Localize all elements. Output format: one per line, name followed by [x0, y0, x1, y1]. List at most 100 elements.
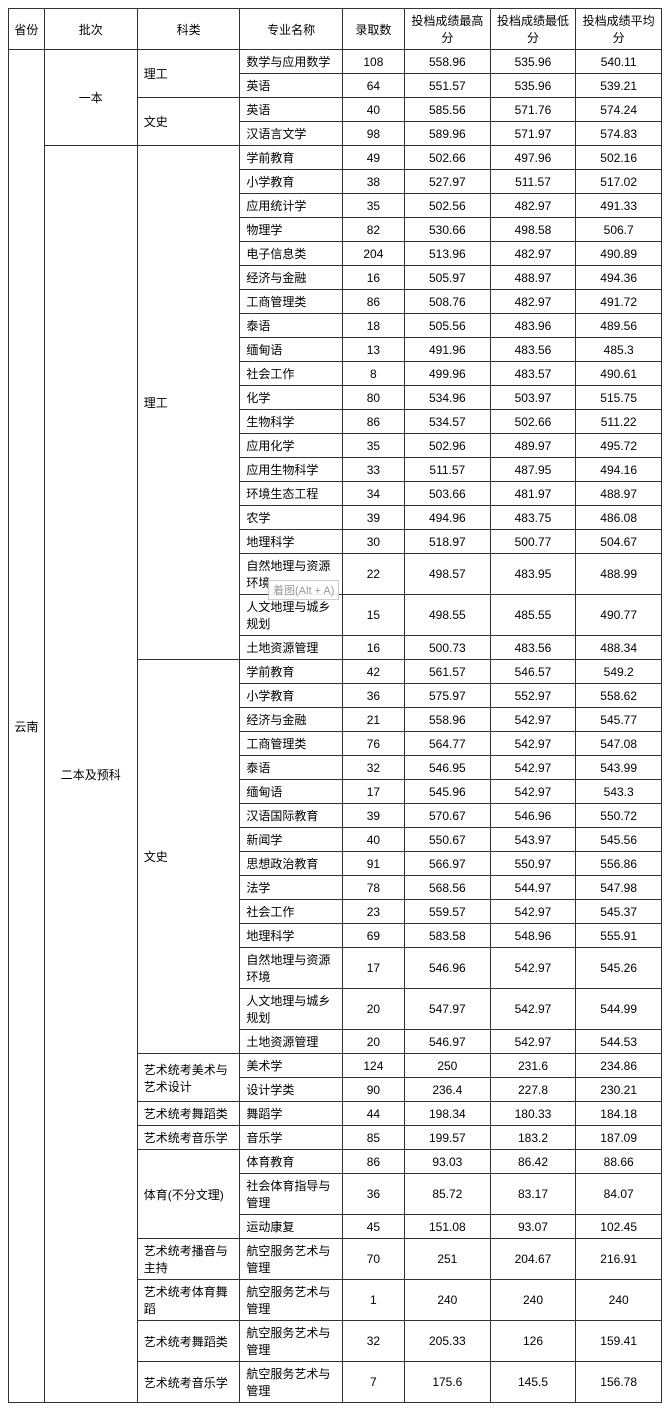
max-cell: 205.33 [405, 1321, 491, 1362]
min-cell: 502.66 [490, 410, 576, 434]
min-cell: 542.97 [490, 948, 576, 989]
major-cell: 社会工作 [240, 900, 342, 924]
major-cell: 应用生物科学 [240, 458, 342, 482]
major-cell: 土地资源管理 [240, 636, 342, 660]
max-cell: 508.76 [405, 290, 491, 314]
max-cell: 151.08 [405, 1215, 491, 1239]
major-cell: 工商管理类 [240, 290, 342, 314]
table-row: 云南一本理工数学与应用数学108558.96535.96540.11 [9, 50, 662, 74]
major-cell: 缅甸语 [240, 780, 342, 804]
major-cell: 新闻学 [240, 828, 342, 852]
avg-cell: 549.2 [576, 660, 662, 684]
major-cell: 土地资源管理 [240, 1030, 342, 1054]
count-cell: 34 [342, 482, 404, 506]
min-cell: 500.77 [490, 530, 576, 554]
avg-cell: 240 [576, 1280, 662, 1321]
max-cell: 546.95 [405, 756, 491, 780]
header-row: 省份 批次 科类 专业名称 录取数 投档成绩最高分 投档成绩最低分 投档成绩平均… [9, 9, 662, 50]
min-cell: 543.97 [490, 828, 576, 852]
max-cell: 494.96 [405, 506, 491, 530]
count-cell: 42 [342, 660, 404, 684]
count-cell: 13 [342, 338, 404, 362]
count-cell: 70 [342, 1239, 404, 1280]
avg-cell: 539.21 [576, 74, 662, 98]
count-cell: 22 [342, 554, 404, 595]
max-cell: 561.57 [405, 660, 491, 684]
min-cell: 550.97 [490, 852, 576, 876]
min-cell: 482.97 [490, 242, 576, 266]
count-cell: 204 [342, 242, 404, 266]
admissions-table-wrap: 省份 批次 科类 专业名称 录取数 投档成绩最高分 投档成绩最低分 投档成绩平均… [8, 8, 662, 1403]
max-cell: 251 [405, 1239, 491, 1280]
max-cell: 547.97 [405, 989, 491, 1030]
min-cell: 498.58 [490, 218, 576, 242]
min-cell: 571.97 [490, 122, 576, 146]
max-cell: 502.56 [405, 194, 491, 218]
avg-cell: 555.91 [576, 924, 662, 948]
major-cell: 航空服务艺术与管理 [240, 1362, 342, 1403]
count-cell: 91 [342, 852, 404, 876]
max-cell: 505.97 [405, 266, 491, 290]
avg-cell: 543.99 [576, 756, 662, 780]
major-cell: 设计学类 [240, 1078, 342, 1102]
avg-cell: 574.83 [576, 122, 662, 146]
avg-cell: 486.08 [576, 506, 662, 530]
min-cell: 180.33 [490, 1102, 576, 1126]
min-cell: 482.97 [490, 290, 576, 314]
major-cell: 泰语 [240, 756, 342, 780]
max-cell: 198.34 [405, 1102, 491, 1126]
major-cell: 电子信息类 [240, 242, 342, 266]
category-cell: 理工 [137, 50, 240, 98]
max-cell: 498.55 [405, 595, 491, 636]
avg-cell: 489.56 [576, 314, 662, 338]
header-count: 录取数 [342, 9, 404, 50]
avg-cell: 547.08 [576, 732, 662, 756]
max-cell: 551.57 [405, 74, 491, 98]
min-cell: 535.96 [490, 50, 576, 74]
avg-cell: 88.66 [576, 1150, 662, 1174]
min-cell: 542.97 [490, 756, 576, 780]
avg-cell: 502.16 [576, 146, 662, 170]
avg-cell: 491.33 [576, 194, 662, 218]
major-cell: 舞蹈学 [240, 1102, 342, 1126]
table-body: 云南一本理工数学与应用数学108558.96535.96540.11英语6455… [9, 50, 662, 1403]
header-avg: 投档成绩平均分 [576, 9, 662, 50]
min-cell: 571.76 [490, 98, 576, 122]
min-cell: 231.6 [490, 1054, 576, 1078]
min-cell: 487.95 [490, 458, 576, 482]
count-cell: 82 [342, 218, 404, 242]
major-cell: 运动康复 [240, 1215, 342, 1239]
count-cell: 38 [342, 170, 404, 194]
count-cell: 45 [342, 1215, 404, 1239]
count-cell: 23 [342, 900, 404, 924]
min-cell: 542.97 [490, 732, 576, 756]
max-cell: 534.96 [405, 386, 491, 410]
max-cell: 250 [405, 1054, 491, 1078]
min-cell: 542.97 [490, 708, 576, 732]
major-cell: 应用统计学 [240, 194, 342, 218]
count-cell: 64 [342, 74, 404, 98]
min-cell: 542.97 [490, 989, 576, 1030]
min-cell: 483.96 [490, 314, 576, 338]
max-cell: 511.57 [405, 458, 491, 482]
min-cell: 204.67 [490, 1239, 576, 1280]
avg-cell: 490.77 [576, 595, 662, 636]
major-cell: 航空服务艺术与管理 [240, 1280, 342, 1321]
min-cell: 535.96 [490, 74, 576, 98]
major-cell: 泰语 [240, 314, 342, 338]
count-cell: 80 [342, 386, 404, 410]
max-cell: 505.56 [405, 314, 491, 338]
min-cell: 482.97 [490, 194, 576, 218]
major-cell: 农学 [240, 506, 342, 530]
avg-cell: 491.72 [576, 290, 662, 314]
count-cell: 32 [342, 1321, 404, 1362]
count-cell: 39 [342, 506, 404, 530]
max-cell: 503.66 [405, 482, 491, 506]
count-cell: 17 [342, 780, 404, 804]
avg-cell: 490.61 [576, 362, 662, 386]
major-cell: 社会工作 [240, 362, 342, 386]
max-cell: 236.4 [405, 1078, 491, 1102]
max-cell: 534.57 [405, 410, 491, 434]
category-cell: 艺术统考舞蹈类 [137, 1321, 240, 1362]
avg-cell: 187.09 [576, 1126, 662, 1150]
